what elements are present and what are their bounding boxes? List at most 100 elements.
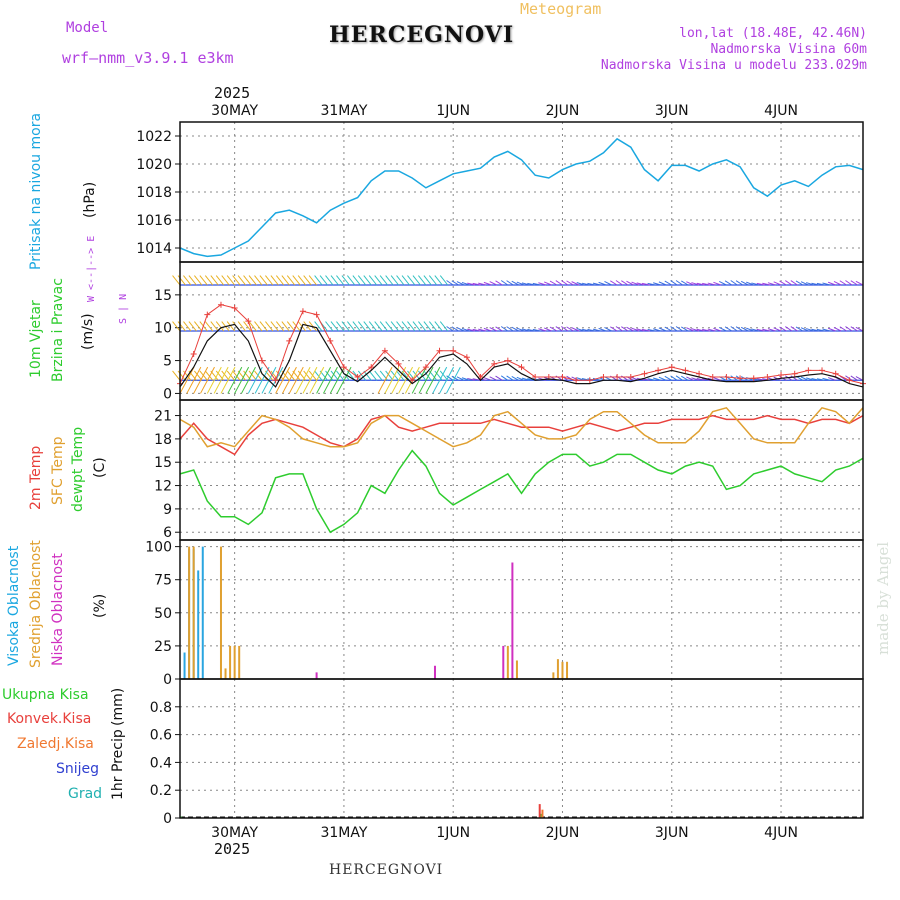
wind-barb <box>177 275 186 286</box>
wind-barb <box>511 280 520 286</box>
wind-barb <box>204 321 214 332</box>
coordinates: lon,lat (18.48E, 42.46N) <box>679 26 867 41</box>
wind-gust-marker <box>190 351 197 357</box>
wind-gust-marker <box>491 360 498 367</box>
wind-barb <box>434 275 443 286</box>
wind-hatch <box>275 366 291 394</box>
wind-barb <box>336 275 345 286</box>
wind-barb <box>516 327 525 332</box>
wind-barb <box>549 280 558 286</box>
x-tick-label-top: 3JUN <box>655 103 689 119</box>
wind-gust-marker <box>778 372 785 379</box>
wind-barb <box>621 280 629 286</box>
wind-gust-marker <box>299 308 306 315</box>
wind-barb <box>561 280 569 286</box>
wind-barb <box>506 375 514 381</box>
wind-barb <box>658 327 667 332</box>
wind-hatch <box>425 366 441 394</box>
wind-barb <box>221 370 230 381</box>
wind-barb <box>767 282 776 286</box>
wind-barb <box>248 370 257 381</box>
wind-barb <box>357 321 367 332</box>
wind-barb <box>681 375 689 381</box>
wind-barb <box>451 280 459 286</box>
wind-barb <box>286 321 296 332</box>
wind-barb <box>346 275 356 286</box>
mid-cloud-bar <box>515 660 518 679</box>
low-cloud-bar <box>433 665 436 679</box>
wind-barb <box>816 378 825 381</box>
wind-barb <box>248 275 257 286</box>
wind-barb <box>681 280 689 286</box>
wind-gust-marker <box>340 364 347 371</box>
wind-barb <box>456 376 465 381</box>
wind-barb <box>696 328 705 332</box>
wind-gust-marker <box>723 374 730 380</box>
wind-barb <box>237 275 246 286</box>
wind-gust-marker <box>586 377 593 384</box>
wind-barb <box>172 321 181 332</box>
temp-tick-label: 12 <box>154 479 172 495</box>
mid-cloud-bar <box>561 661 564 679</box>
wind-barb <box>647 328 656 332</box>
wind-barb <box>467 282 476 286</box>
wind-barb <box>177 370 186 381</box>
high-cloud-bar <box>201 546 204 679</box>
mid-cloud-bar <box>566 661 569 679</box>
wind-barb <box>314 321 323 332</box>
wind-barb <box>390 321 399 332</box>
wind-barb <box>653 377 661 381</box>
wind-hatch <box>302 366 318 394</box>
wind-hatch <box>193 366 209 394</box>
wind-gust-marker <box>204 311 211 318</box>
wind-barb <box>773 281 782 286</box>
wind-gust-marker <box>819 367 826 374</box>
cloud-tick-label: 0 <box>163 672 172 688</box>
wind-barb <box>730 326 738 332</box>
cloud-tick-label: 50 <box>154 606 172 622</box>
wind-gust-marker <box>409 377 416 384</box>
wind-barb <box>800 281 809 286</box>
wind-barb <box>183 321 192 332</box>
wind-barb <box>363 370 372 381</box>
footer-title: HERCEGNOVI <box>329 862 444 878</box>
wind-barb <box>456 281 465 286</box>
wind-barb <box>336 321 345 332</box>
wind-gust-marker <box>450 347 457 354</box>
mid-cloud-bar <box>224 668 227 679</box>
wind-barb <box>576 282 585 286</box>
wind-barb <box>275 275 285 286</box>
pressure-tick-label: 1016 <box>136 213 172 229</box>
wind-barb <box>724 326 733 332</box>
mid-cloud-bar <box>229 645 232 679</box>
wind-gust-marker <box>573 377 580 384</box>
wind-barb <box>461 377 470 381</box>
wind-barb <box>232 275 241 286</box>
wind-barb <box>702 282 711 286</box>
wind-barb <box>483 281 492 286</box>
wind-barb <box>374 275 383 286</box>
wind-barb <box>275 321 285 332</box>
wind-barb <box>740 280 749 286</box>
wind-barb <box>811 282 820 286</box>
wind-barb <box>707 328 716 332</box>
wind-barb <box>816 282 825 286</box>
wind-barb <box>581 328 590 332</box>
wind-barb <box>396 321 405 332</box>
wind-barb <box>850 375 858 381</box>
wind-barb <box>785 280 793 286</box>
wind-hatch <box>322 366 338 394</box>
legend-convective-rain: Konvek.Kisa <box>7 711 92 727</box>
wind-gust-marker <box>791 370 798 377</box>
wind-barb <box>467 377 476 381</box>
model-name: wrf—nmm_v3.9.1 e3km <box>62 49 234 67</box>
wind-gust-marker <box>641 370 648 377</box>
wind-barb <box>713 327 722 332</box>
wind-barb <box>664 375 673 381</box>
wind-gust-marker <box>327 337 334 344</box>
wind-gust-marker <box>832 370 839 377</box>
wind-barb <box>746 327 754 332</box>
wind-barb <box>696 378 705 381</box>
wind-barb <box>215 275 225 286</box>
wind-barb <box>254 321 263 332</box>
